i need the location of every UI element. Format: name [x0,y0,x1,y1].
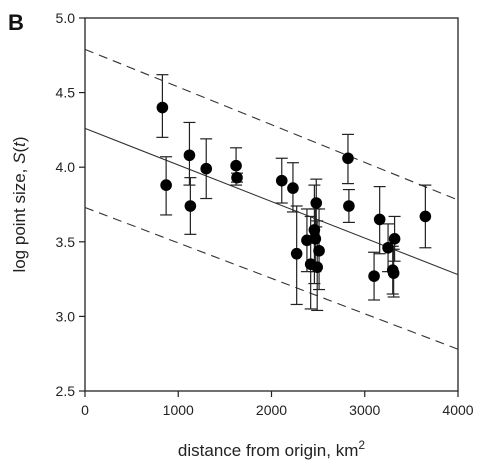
data-point [200,162,213,175]
data-point [313,244,325,257]
fit-lines [84,48,459,350]
y-axis-title-s: S [10,152,29,164]
x-tick-label: 4000 [442,402,473,418]
y-axis-title-close-paren: ) [10,136,29,142]
x-tick-label: 3000 [349,402,380,418]
data-point [311,261,323,273]
x-tick-label: 1000 [163,402,194,418]
data-point [342,152,354,165]
data-point [230,159,242,172]
upper-prediction-line [84,48,459,201]
y-axis: 2.5 3.0 3.5 4.0 4.5 5.0 [56,10,85,399]
plot-area [84,17,459,392]
data-point [373,213,386,226]
lower-prediction-line [84,206,459,350]
data-point [290,247,303,260]
x-tick-label: 2000 [256,402,287,418]
plot-frame [84,17,459,392]
data-point [388,233,401,245]
x-axis-title: distance from origin, km2 [178,438,365,460]
x-axis-title-superscript: 2 [358,438,365,452]
data-point [156,101,169,114]
data-point [310,197,323,209]
y-axis-title-t: t [10,141,29,147]
data-point [387,267,400,279]
data-point [184,200,197,212]
data-point [419,210,432,223]
x-axis-title-text: distance from origin, km [178,441,358,460]
data-point [382,241,394,254]
y-tick-label: 3.5 [56,234,76,250]
data-point [287,182,299,194]
x-axis: 0 1000 2000 3000 4000 [81,391,474,418]
data-point [368,270,380,282]
y-tick-label: 4.5 [56,85,76,101]
y-axis-title-prefix: log point size, [10,164,29,273]
y-tick-label: 3.0 [56,308,76,324]
data-point [160,179,172,191]
y-tick-label: 5.0 [56,10,76,26]
x-tick-label: 0 [81,402,89,418]
y-tick-label: 2.5 [56,383,76,399]
data-point [343,200,355,212]
y-axis-title-open-paren: ( [10,147,29,153]
data-point [183,149,196,162]
data-point [275,174,288,187]
data-point [309,233,322,245]
data-point [308,224,321,236]
regression-line [84,127,459,276]
panel-label: B [8,10,24,35]
y-axis-title: log point size, S(t) [10,136,29,272]
y-tick-label: 4.0 [56,159,76,175]
data-points [156,101,432,282]
data-point [231,171,243,184]
